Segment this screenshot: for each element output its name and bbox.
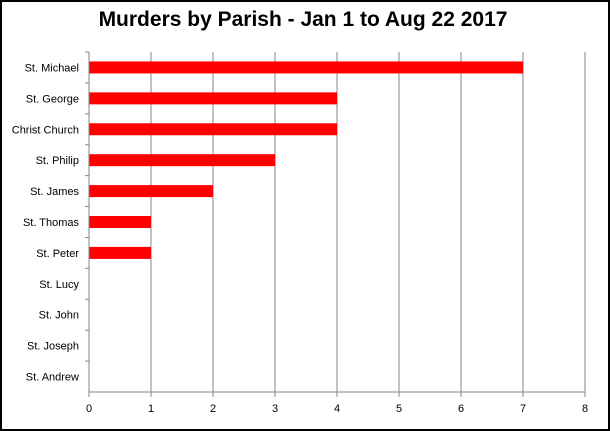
category-label-st-thomas: St. Thomas: [23, 217, 80, 229]
category-label-st-george: St. George: [26, 93, 79, 105]
category-labels: St. Michael St. George Christ Church St. Ph…: [12, 62, 80, 383]
tick-labels: 0 1 2 3 4 5 6 7 8: [86, 403, 588, 415]
bar-christ-church: [89, 123, 337, 136]
category-label-st-peter: St. Peter: [36, 248, 79, 260]
x-tick-label-3: 3: [272, 403, 278, 415]
bar-st-george: [89, 92, 337, 105]
x-tick-label-4: 4: [334, 403, 340, 415]
category-label-st-joseph: St. Joseph: [27, 341, 79, 353]
bar-st-philip: [89, 154, 275, 167]
gridlines: [150, 52, 586, 392]
bar-st-michael: [89, 61, 523, 74]
x-tick-label-5: 5: [396, 403, 402, 415]
axes: [85, 51, 586, 397]
bar-st-peter: [89, 246, 151, 259]
bar-st-james: [89, 185, 213, 198]
category-label-st-lucy: St. Lucy: [39, 279, 79, 291]
bars: [89, 61, 523, 259]
category-label-st-michael: St. Michael: [25, 62, 79, 74]
category-label-st-james: St. James: [30, 186, 79, 198]
bar-st-thomas: [89, 216, 151, 228]
x-tick-label-8: 8: [582, 403, 588, 415]
x-tick-label-0: 0: [86, 403, 92, 415]
chart-title: Murders by Parish - Jan 1 to Aug 22 2017: [98, 8, 508, 31]
category-label-st-philip: St. Philip: [36, 155, 79, 167]
x-tick-label-6: 6: [458, 403, 464, 415]
x-tick-label-2: 2: [210, 403, 216, 415]
x-tick-label-1: 1: [148, 403, 154, 415]
x-tick-label-7: 7: [520, 403, 526, 415]
category-label-christ-church: Christ Church: [12, 124, 79, 136]
category-label-st-andrew: St. Andrew: [26, 372, 79, 384]
category-label-st-john: St. John: [39, 310, 79, 322]
